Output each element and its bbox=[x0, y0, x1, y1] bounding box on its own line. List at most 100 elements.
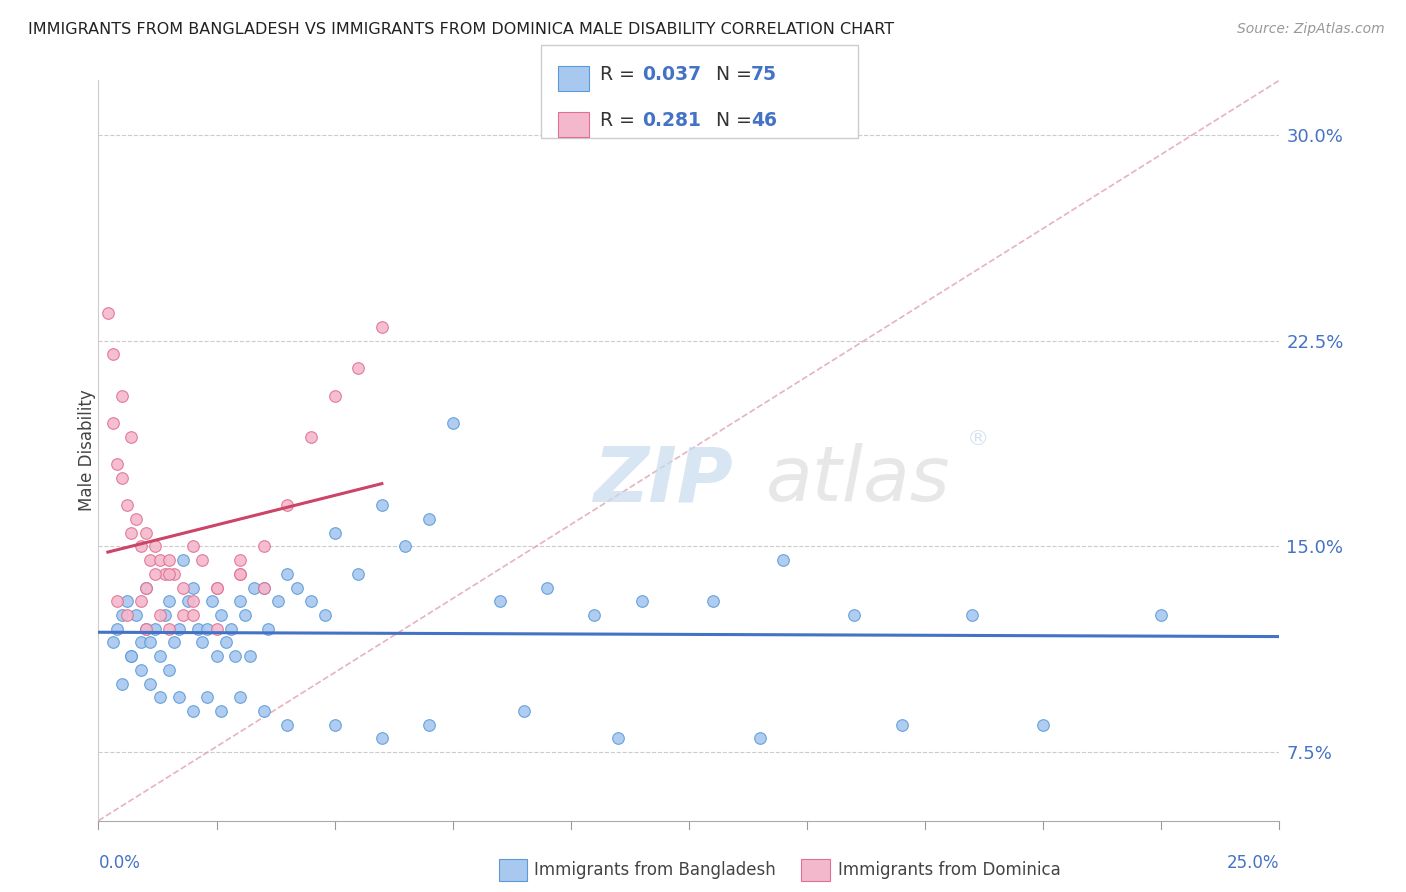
Point bbox=[229, 690, 252, 705]
Point bbox=[229, 594, 252, 608]
Point bbox=[536, 581, 558, 595]
Point bbox=[962, 607, 984, 622]
Point bbox=[1150, 607, 1173, 622]
Point bbox=[157, 663, 180, 677]
Point bbox=[153, 566, 176, 581]
Point bbox=[181, 704, 204, 718]
Point bbox=[167, 690, 190, 705]
Point bbox=[163, 635, 186, 649]
Text: 0.037: 0.037 bbox=[643, 64, 702, 84]
Point bbox=[167, 622, 190, 636]
Point bbox=[172, 581, 194, 595]
Point bbox=[201, 594, 224, 608]
Point bbox=[371, 320, 394, 334]
Point bbox=[111, 471, 134, 485]
Point bbox=[115, 607, 138, 622]
Point bbox=[143, 622, 166, 636]
Text: Immigrants from Dominica: Immigrants from Dominica bbox=[838, 861, 1060, 879]
Point bbox=[772, 553, 794, 567]
Point bbox=[111, 676, 134, 690]
Point bbox=[101, 416, 124, 430]
Point bbox=[209, 704, 232, 718]
Point bbox=[172, 553, 194, 567]
Point bbox=[257, 622, 280, 636]
Point bbox=[205, 581, 228, 595]
Text: ZIP: ZIP bbox=[595, 443, 734, 517]
Point bbox=[157, 622, 180, 636]
Point bbox=[314, 607, 336, 622]
Point bbox=[418, 512, 440, 526]
Point bbox=[149, 607, 172, 622]
Point bbox=[347, 566, 370, 581]
Point bbox=[111, 389, 134, 403]
Point bbox=[299, 594, 322, 608]
Point bbox=[115, 498, 138, 512]
Text: 0.0%: 0.0% bbox=[98, 854, 141, 871]
Point bbox=[97, 306, 120, 320]
Point bbox=[630, 594, 652, 608]
Point bbox=[157, 594, 180, 608]
Text: N =: N = bbox=[704, 64, 758, 84]
Point bbox=[607, 731, 630, 746]
Point bbox=[253, 581, 276, 595]
Point bbox=[418, 717, 440, 731]
Point bbox=[101, 347, 124, 361]
Point bbox=[139, 676, 162, 690]
Point bbox=[205, 622, 228, 636]
Point bbox=[129, 635, 152, 649]
Point bbox=[187, 622, 209, 636]
Point bbox=[215, 635, 238, 649]
Point bbox=[135, 581, 157, 595]
Point bbox=[323, 717, 346, 731]
Point bbox=[512, 704, 534, 718]
Point bbox=[139, 553, 162, 567]
Point bbox=[101, 635, 124, 649]
Point bbox=[129, 594, 152, 608]
Text: atlas: atlas bbox=[766, 443, 950, 517]
Point bbox=[181, 607, 204, 622]
Point bbox=[135, 525, 157, 540]
Point bbox=[149, 553, 172, 567]
Point bbox=[149, 690, 172, 705]
Point bbox=[243, 581, 266, 595]
Point bbox=[105, 457, 128, 471]
Point bbox=[121, 649, 143, 664]
Point bbox=[135, 581, 157, 595]
Point bbox=[153, 607, 176, 622]
Point bbox=[1032, 717, 1054, 731]
Text: 46: 46 bbox=[751, 111, 776, 130]
Point bbox=[125, 512, 148, 526]
Point bbox=[347, 361, 370, 376]
Point bbox=[299, 430, 322, 444]
Point bbox=[371, 498, 394, 512]
Point bbox=[702, 594, 724, 608]
Point bbox=[253, 704, 276, 718]
Text: Immigrants from Bangladesh: Immigrants from Bangladesh bbox=[534, 861, 776, 879]
Point bbox=[890, 717, 912, 731]
Point bbox=[285, 581, 308, 595]
Point bbox=[115, 594, 138, 608]
Point bbox=[172, 607, 194, 622]
Point bbox=[229, 566, 252, 581]
Point bbox=[371, 731, 394, 746]
Point bbox=[105, 594, 128, 608]
Point bbox=[441, 416, 464, 430]
Point bbox=[394, 540, 416, 554]
Point bbox=[205, 649, 228, 664]
Point bbox=[181, 581, 204, 595]
Point bbox=[121, 430, 143, 444]
Point bbox=[121, 649, 143, 664]
Point bbox=[177, 594, 200, 608]
Point bbox=[163, 566, 186, 581]
Point bbox=[205, 581, 228, 595]
Text: ®: ® bbox=[966, 429, 988, 450]
Point bbox=[583, 607, 606, 622]
Point bbox=[323, 389, 346, 403]
Point bbox=[209, 607, 232, 622]
Text: R =: R = bbox=[600, 64, 641, 84]
Point bbox=[105, 622, 128, 636]
Point bbox=[276, 498, 298, 512]
Point bbox=[844, 607, 866, 622]
Point bbox=[224, 649, 246, 664]
Point bbox=[276, 566, 298, 581]
